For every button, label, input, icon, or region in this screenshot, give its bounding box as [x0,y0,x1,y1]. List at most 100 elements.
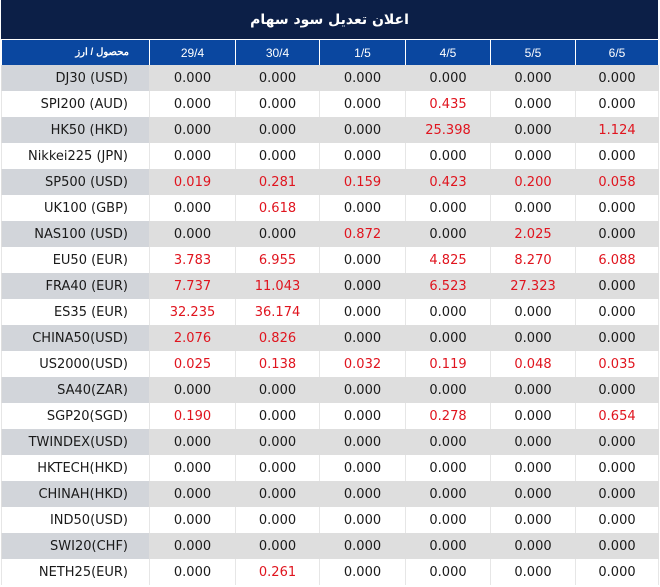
table-row: SWI20(CHF) 0.000 0.000 0.000 0.000 0.000 0.000 [1,533,659,559]
dividend-value-cell: 0.000 [490,91,576,117]
product-name-cell: NAS100 (USD) [1,221,150,247]
dividend-value-cell: 0.000 [319,481,406,507]
product-name-cell: CHINAH(HKD) [1,481,150,507]
dividend-value-cell: 0.000 [149,455,236,481]
dividend-value-cell: 0.000 [319,429,406,455]
dividend-value-cell: 0.281 [235,169,320,195]
product-name-cell: FRA40 (EUR) [1,273,150,299]
table-row: HK50 (HKD) 0.000 0.000 0.000 25.398 0.000 1.12… [1,117,659,143]
product-name-cell: SGP20(SGD) [1,403,150,429]
dividend-value-cell: 0.048 [490,351,576,377]
dividend-value-cell: 0.138 [235,351,320,377]
dividend-value-cell: 0.000 [575,143,659,169]
dividend-value-cell: 0.035 [575,351,659,377]
dividend-value-cell: 0.000 [149,533,236,559]
table-row: HKTECH(HKD) 0.000 0.000 0.000 0.000 0.000 0.00… [1,455,659,481]
dividend-value-cell: 0.000 [575,65,659,91]
dividend-value-cell: 0.000 [575,533,659,559]
dividend-value-cell: 0.618 [235,195,320,221]
table-row: US2000(USD) 0.025 0.138 0.032 0.119 0.048 0.03… [1,351,659,377]
table-row: SA40(ZAR) 0.000 0.000 0.000 0.000 0.000 0.000 [1,377,659,403]
dividend-value-cell: 0.000 [149,91,236,117]
product-name-cell: NETH25(EUR) [1,559,150,585]
dividend-value-cell: 0.000 [235,507,320,533]
dividend-value-cell: 0.000 [575,377,659,403]
dividend-value-cell: 0.000 [490,299,576,325]
dividend-value-cell: 0.032 [319,351,406,377]
dividend-value-cell: 0.000 [405,65,491,91]
dividend-value-cell: 0.000 [490,559,576,585]
dividend-value-cell: 0.000 [405,325,491,351]
product-name-cell: US2000(USD) [1,351,150,377]
dividend-value-cell: 27.323 [490,273,576,299]
dividend-table: محصول / ارز 29/4 30/4 1/5 4/5 5/5 6/5 DJ30 (US… [1,40,659,585]
table-row: SPI200 (AUD) 0.000 0.000 0.000 0.435 0.000 0.0… [1,91,659,117]
product-name-cell: Nikkei225 (JPN) [1,143,150,169]
dividend-value-cell: 0.000 [319,533,406,559]
product-name-cell: TWINDEX(USD) [1,429,150,455]
dividend-value-cell: 0.000 [235,377,320,403]
dividend-value-cell: 0.000 [490,455,576,481]
dividend-value-cell: 0.423 [405,169,491,195]
dividend-value-cell: 0.190 [149,403,236,429]
product-name-cell: SP500 (USD) [1,169,150,195]
dividend-value-cell: 0.000 [149,377,236,403]
dividend-value-cell: 0.000 [405,195,491,221]
dividend-value-cell: 0.019 [149,169,236,195]
dividend-value-cell: 0.000 [319,377,406,403]
dividend-value-cell: 0.000 [235,429,320,455]
dividend-value-cell: 6.088 [575,247,659,273]
table-row: CHINA50(USD) 2.076 0.826 0.000 0.000 0.000 0.0… [1,325,659,351]
dividend-value-cell: 0.000 [405,299,491,325]
dividend-value-cell: 0.000 [490,143,576,169]
dividend-value-cell: 0.826 [235,325,320,351]
dividend-value-cell: 0.000 [490,325,576,351]
product-name-cell: SA40(ZAR) [1,377,150,403]
dividend-value-cell: 0.000 [575,455,659,481]
dividend-value-cell: 0.261 [235,559,320,585]
table-row: NAS100 (USD) 0.000 0.000 0.872 0.000 2.025 0.0… [1,221,659,247]
dividend-value-cell: 4.825 [405,247,491,273]
dividend-value-cell: 0.000 [490,481,576,507]
dividend-value-cell: 0.119 [405,351,491,377]
dividend-value-cell: 0.000 [490,429,576,455]
dividend-value-cell: 8.270 [490,247,576,273]
product-name-cell: DJ30 (USD) [1,65,150,91]
dividend-value-cell: 0.000 [149,429,236,455]
product-name-cell: CHINA50(USD) [1,325,150,351]
dividend-value-cell: 0.000 [405,143,491,169]
dividend-value-cell: 0.000 [319,299,406,325]
column-header-date: 6/5 [575,40,659,65]
column-header-date: 5/5 [490,40,576,65]
dividend-value-cell: 0.000 [575,195,659,221]
dividend-value-cell: 0.000 [235,65,320,91]
dividend-value-cell: 0.000 [319,91,406,117]
dividend-value-cell: 0.000 [235,455,320,481]
product-name-cell: HK50 (HKD) [1,117,150,143]
dividend-value-cell: 0.000 [405,429,491,455]
column-header-date: 1/5 [319,40,406,65]
table-row: NETH25(EUR) 0.000 0.261 0.000 0.000 0.000 0.00… [1,559,659,585]
dividend-value-cell: 0.000 [575,273,659,299]
dividend-value-cell: 0.000 [319,325,406,351]
dividend-value-cell: 6.523 [405,273,491,299]
column-header-date: 30/4 [235,40,320,65]
dividend-value-cell: 0.000 [235,117,320,143]
dividend-value-cell: 2.076 [149,325,236,351]
dividend-value-cell: 0.000 [490,65,576,91]
dividend-value-cell: 0.000 [490,507,576,533]
product-name-cell: HKTECH(HKD) [1,455,150,481]
product-name-cell: SWI20(CHF) [1,533,150,559]
dividend-value-cell: 0.000 [575,559,659,585]
dividend-value-cell: 0.000 [319,455,406,481]
product-name-cell: SPI200 (AUD) [1,91,150,117]
product-name-cell: IND50(USD) [1,507,150,533]
dividend-value-cell: 0.000 [235,533,320,559]
dividend-value-cell: 0.000 [405,507,491,533]
dividend-value-cell: 0.000 [405,221,491,247]
dividend-value-cell: 11.043 [235,273,320,299]
dividend-value-cell: 0.000 [149,117,236,143]
table-row: ES35 (EUR) 32.235 36.174 0.000 0.000 0.000 0.0… [1,299,659,325]
dividend-value-cell: 0.000 [575,91,659,117]
